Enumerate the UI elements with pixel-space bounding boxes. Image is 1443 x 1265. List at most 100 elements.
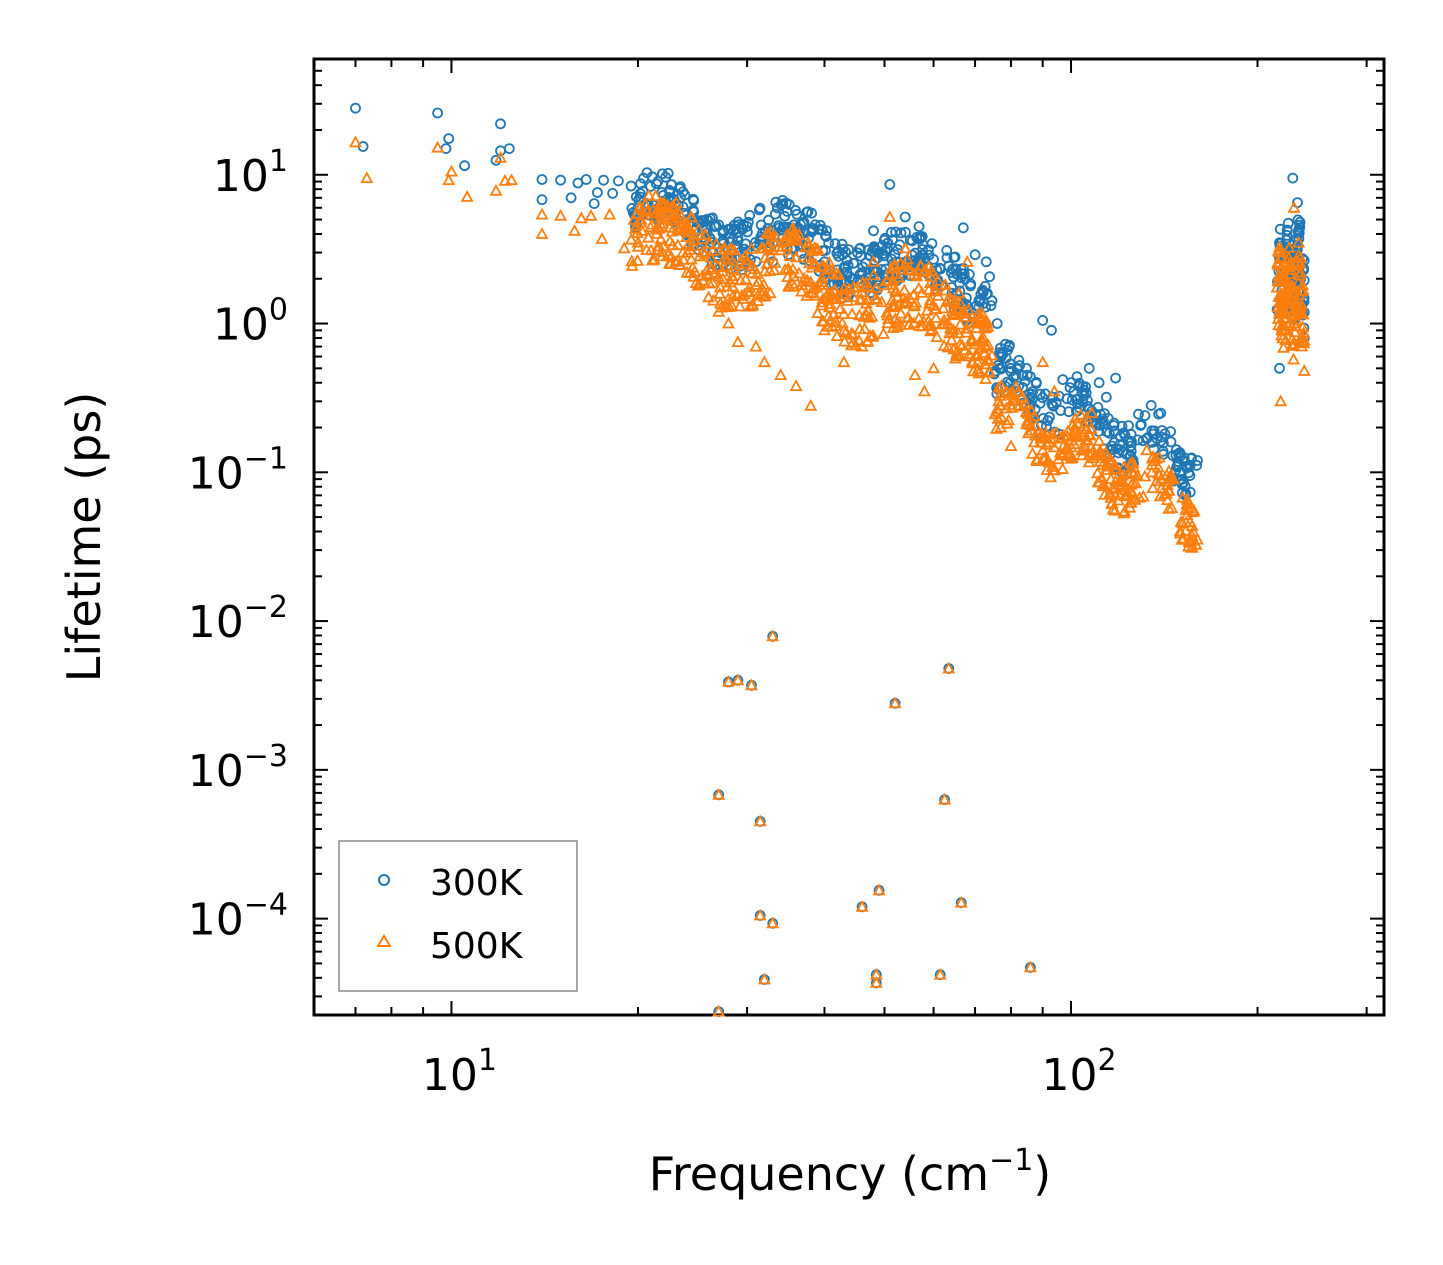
- tick-label-exponent: −3: [244, 739, 288, 774]
- cluster-point-500k: [1146, 481, 1160, 493]
- cluster-point-500k: [1021, 426, 1035, 439]
- cluster-point-500k: [717, 250, 732, 263]
- cluster-point-500k: [656, 217, 670, 229]
- cluster-point-300k: [984, 271, 995, 283]
- cluster-point-500k: [993, 398, 1007, 411]
- data-point-500k: [872, 883, 886, 896]
- data-point-500k: [888, 696, 902, 709]
- cluster-point-500k: [966, 356, 980, 369]
- cluster-point-500k: [774, 243, 788, 256]
- cluster-point-500k: [1100, 459, 1114, 472]
- cluster-point-500k: [929, 311, 943, 323]
- cluster-point-500k: [970, 314, 985, 327]
- data-point-300k: [914, 233, 926, 245]
- data-point-300k: [350, 102, 361, 114]
- cluster-point-300k: [1000, 338, 1011, 350]
- cluster-point-300k: [985, 300, 997, 312]
- data-point-500k: [789, 379, 803, 391]
- data-point-500k: [731, 335, 745, 347]
- axis-ticks: [313, 58, 1384, 1015]
- cluster-point-300k: [973, 294, 985, 306]
- cluster-point-500k: [709, 237, 723, 250]
- data-point-300k: [443, 133, 455, 145]
- cluster-point-500k: [1093, 444, 1107, 457]
- data-point-500k: [603, 207, 617, 220]
- cluster-point-300k: [1139, 410, 1151, 422]
- cluster-point-500k: [1019, 405, 1033, 417]
- tick-label-exponent: 0: [269, 293, 288, 328]
- cluster-point-500k: [836, 287, 850, 300]
- cluster-point-500k: [1036, 451, 1050, 463]
- cluster-point-500k: [907, 298, 921, 311]
- cluster-point-500k: [727, 243, 741, 256]
- data-point-300k: [713, 219, 725, 231]
- cluster-point-500k: [945, 304, 959, 317]
- cluster-point-500k: [649, 189, 663, 201]
- data-point-300k: [1110, 372, 1121, 384]
- cluster-point-300k: [1155, 407, 1167, 419]
- data-point-500k: [1297, 364, 1311, 376]
- data-point-300k: [941, 244, 953, 256]
- data-point-500k: [360, 171, 374, 183]
- cluster-point-500k: [1108, 458, 1122, 470]
- data-point-300k: [495, 118, 506, 130]
- cluster-point-500k: [923, 293, 937, 306]
- cluster-point-300k: [900, 226, 911, 238]
- data-point-500k: [979, 339, 993, 352]
- data-point-300k: [1093, 377, 1105, 389]
- data-point-500k: [749, 339, 763, 352]
- cluster-point-500k: [944, 333, 959, 345]
- data-point-500k: [1104, 472, 1118, 484]
- data-point-300k: [592, 187, 603, 198]
- data-point-300k: [490, 154, 502, 166]
- cluster-point-300k: [965, 278, 977, 290]
- data-point-500k: [721, 675, 736, 687]
- cluster-point-500k: [735, 263, 749, 276]
- tick-label-base: 10: [188, 448, 244, 499]
- data-point-300k: [928, 253, 939, 265]
- data-point-300k: [1292, 197, 1303, 209]
- cluster-point-500k: [711, 259, 725, 272]
- x-tick-label: 102: [1041, 1043, 1116, 1101]
- tick-label-base: 10: [213, 300, 269, 351]
- cluster-point-500k: [1293, 268, 1307, 281]
- cluster-point-500k: [880, 305, 894, 318]
- cluster-point-500k: [911, 264, 925, 276]
- y-tick-label: 10−4: [188, 888, 288, 946]
- cluster-point-500k: [900, 311, 914, 324]
- data-point-500k: [968, 316, 982, 329]
- cluster-point-500k: [857, 309, 871, 322]
- cluster-point-500k: [781, 270, 795, 282]
- cluster-point-500k: [816, 259, 830, 271]
- cluster-point-300k: [1050, 397, 1062, 408]
- cluster-point-300k: [770, 196, 782, 208]
- cluster-point-500k: [755, 241, 769, 254]
- cluster-point-500k: [624, 232, 638, 245]
- x-axis-title: Frequency (cm−1): [649, 1143, 1052, 1201]
- cluster-point-500k: [820, 289, 834, 302]
- cluster-point-500k: [1008, 390, 1022, 403]
- cluster-point-500k: [1296, 307, 1310, 320]
- cluster-point-500k: [1287, 338, 1301, 351]
- cluster-point-500k: [988, 407, 1002, 420]
- cluster-point-500k: [852, 333, 866, 346]
- cluster-point-500k: [789, 234, 803, 246]
- data-point-300k: [868, 225, 879, 237]
- cluster-point-500k: [657, 205, 671, 217]
- data-point-500k: [1295, 335, 1309, 347]
- cluster-point-500k: [734, 253, 748, 266]
- cluster-point-500k: [1068, 422, 1082, 435]
- cluster-point-500k: [890, 289, 904, 302]
- cluster-point-500k: [1274, 252, 1288, 264]
- cluster-point-500k: [792, 227, 806, 240]
- cluster-point-300k: [854, 243, 865, 255]
- data-point-500k: [1004, 439, 1018, 451]
- y-tick-label: 10−2: [188, 590, 288, 648]
- cluster-point-500k: [721, 292, 735, 304]
- data-point-500k: [1173, 524, 1187, 537]
- cluster-point-500k: [650, 227, 664, 239]
- data-point-500k: [1281, 278, 1295, 291]
- data-point-500k: [444, 164, 459, 177]
- cluster-point-500k: [876, 327, 891, 339]
